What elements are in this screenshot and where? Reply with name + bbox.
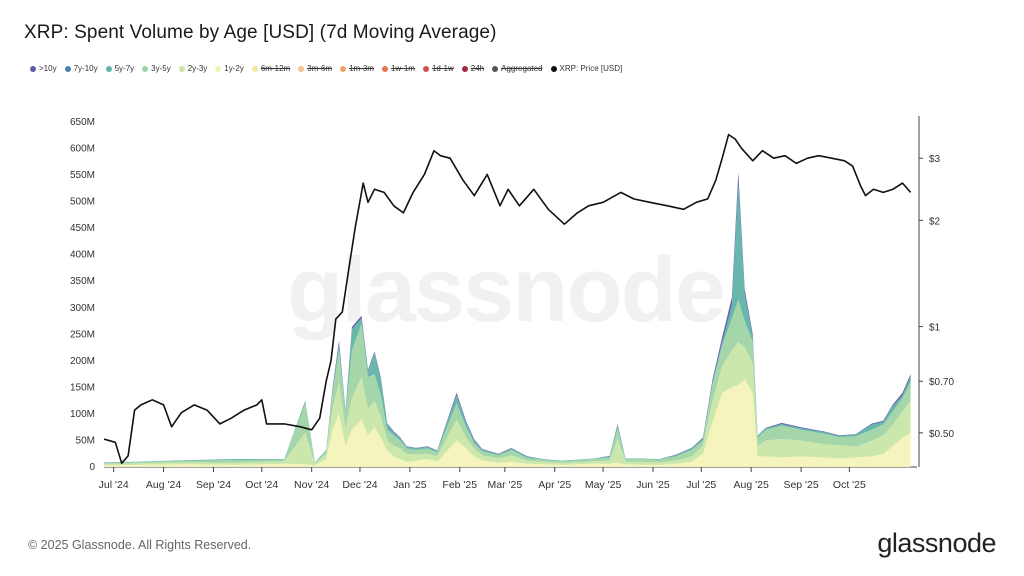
y2-tick-label: $0.50 [929, 429, 954, 440]
legend-dot-icon [461, 65, 468, 72]
legend-label: 2y-3y [187, 64, 208, 73]
legend-item-11[interactable]: 24h [461, 64, 485, 73]
x-tick-label: Jul '24 [99, 479, 129, 491]
y-tick-label: 400M [70, 250, 95, 261]
legend-label: 1m-3m [349, 64, 374, 73]
x-tick-label: Aug '25 [734, 479, 769, 491]
legend-label: 1w-1m [390, 64, 415, 73]
legend-item-2[interactable]: 5y-7y [105, 64, 135, 73]
legend-label: >10y [39, 64, 57, 73]
legend-label: Aggregated [501, 64, 543, 73]
legend-item-0[interactable]: >10y [30, 64, 57, 73]
y2-tick-label: $3 [929, 154, 941, 165]
x-tick-label: Mar '25 [488, 479, 523, 491]
legend-dot-icon [381, 65, 388, 72]
chart-title: XRP: Spent Volume by Age [USD] (7d Movin… [24, 22, 497, 43]
y-tick-label: 500M [70, 197, 95, 208]
x-tick-label: Oct '24 [245, 479, 278, 491]
legend-dot-icon [64, 65, 71, 72]
y-tick-label: 600M [70, 144, 95, 155]
legend-label: 3m-6m [307, 64, 333, 73]
y2-tick-label: $2 [929, 216, 941, 227]
x-tick-label: Dec '24 [342, 479, 377, 491]
legend-item-3[interactable]: 3y-5y [142, 64, 171, 73]
y-tick-label: 100M [70, 409, 95, 420]
legend-dot-icon [178, 65, 185, 72]
x-tick-label: Apr '25 [538, 479, 571, 491]
x-tick-label: Sep '25 [783, 479, 818, 491]
y2-tick-label: $0.70 [929, 377, 954, 388]
brand-logo: glassnode [877, 528, 996, 558]
legend-label: 1d-1w [431, 64, 454, 73]
legend-label: 5y-7y [114, 64, 135, 73]
legend-item-10[interactable]: 1d-1w [422, 64, 454, 73]
price-line [103, 133, 912, 464]
area-series-10y [104, 172, 911, 463]
legend-dot-icon [492, 65, 499, 72]
area-series-3y5y [104, 299, 911, 464]
area-series-1y2y [104, 379, 911, 467]
copyright-footer: © 2025 Glassnode. All Rights Reserved. [28, 538, 252, 552]
legend-item-1[interactable]: 7y-10y [64, 64, 98, 73]
y-tick-label: 0 [89, 462, 95, 473]
legend-item-5[interactable]: 1y-2y [215, 64, 244, 73]
legend-dot-icon [422, 65, 429, 72]
x-tick-label: Aug '24 [146, 479, 181, 491]
legend-dot-icon [30, 65, 36, 72]
y-tick-label: 250M [70, 329, 95, 340]
legend-item-12[interactable]: Aggregated [492, 64, 543, 73]
y-tick-label: 150M [70, 382, 95, 393]
x-tick-label: Jul '25 [686, 479, 716, 491]
legend-dot-icon [550, 65, 557, 72]
y-tick-label: 450M [70, 223, 95, 234]
y-tick-label: 650M [70, 117, 95, 128]
legend-dot-icon [251, 65, 258, 72]
legend-item-13[interactable]: XRP: Price [USD] [550, 64, 623, 73]
y-tick-label: 350M [70, 276, 95, 287]
area-series-2y3y [104, 342, 911, 466]
legend-label: 24h [470, 64, 485, 73]
chart-legend: >10y 7y-10y 5y-7y 3y-5y 2y-3y 1y-2y 6m-12m 3m-6… [30, 64, 622, 73]
legend-dot-icon [298, 65, 305, 72]
y-tick-label: 50M [76, 435, 95, 446]
legend-item-9[interactable]: 1w-1m [381, 64, 415, 73]
legend-label: 7y-10y [73, 64, 98, 73]
legend-label: XRP: Price [USD] [559, 64, 623, 73]
x-tick-label: Feb '25 [442, 479, 477, 491]
legend-dot-icon [142, 65, 149, 72]
legend-label: 3y-5y [151, 64, 171, 73]
legend-item-4[interactable]: 2y-3y [178, 64, 208, 73]
x-tick-label: Sep '24 [196, 479, 231, 491]
legend-dot-icon [105, 65, 112, 72]
x-tick-label: Oct '25 [833, 479, 866, 491]
y-tick-label: 300M [70, 303, 95, 314]
x-tick-label: May '25 [585, 479, 622, 491]
legend-item-8[interactable]: 1m-3m [340, 64, 374, 73]
x-tick-label: Nov '24 [294, 479, 329, 491]
legend-label: 1y-2y [224, 64, 244, 73]
y-tick-label: 200M [70, 356, 95, 367]
area-series-5y7y [104, 183, 911, 463]
legend-item-6[interactable]: 6m-12m [251, 64, 291, 73]
y2-tick-label: $1 [929, 323, 941, 334]
x-tick-label: Jun '25 [636, 479, 670, 491]
y-tick-label: 550M [70, 170, 95, 181]
legend-dot-icon [340, 65, 347, 72]
legend-label: 6m-12m [260, 64, 291, 73]
legend-item-7[interactable]: 3m-6m [298, 64, 332, 73]
legend-dot-icon [215, 65, 222, 72]
x-tick-label: Jan '25 [393, 479, 427, 491]
